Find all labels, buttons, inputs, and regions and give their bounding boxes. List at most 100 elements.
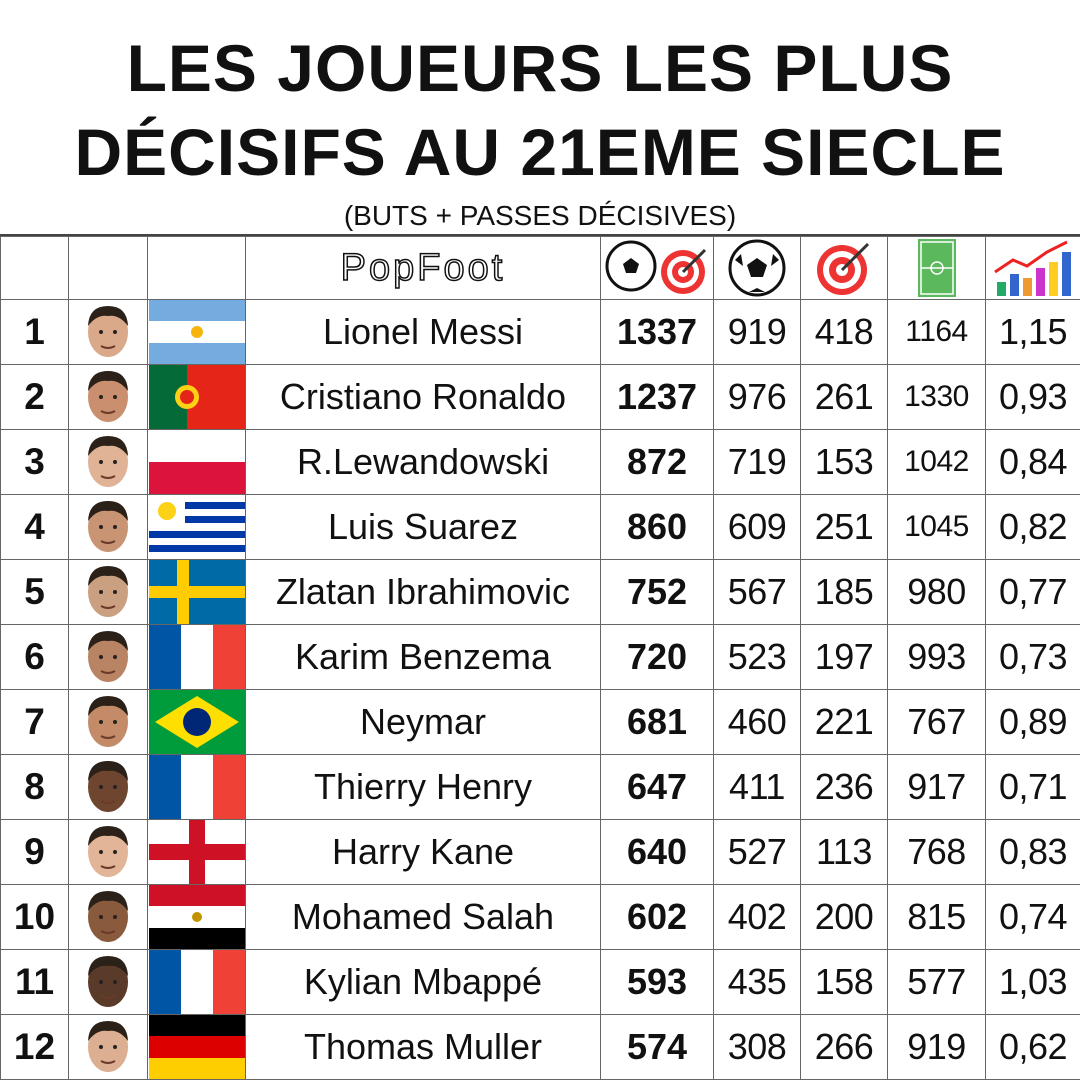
assists: 261 [800, 364, 888, 430]
chart-icon [994, 240, 1071, 296]
player-photo [88, 696, 128, 747]
player-photo [88, 371, 128, 422]
goals: 609 [713, 494, 801, 560]
target-icon [817, 242, 870, 295]
flag-image [148, 430, 245, 494]
ratio: 0,82 [985, 494, 1080, 560]
player-name: Kylian Mbappé [245, 949, 601, 1015]
player-name: Neymar [245, 689, 601, 755]
player-name: Cristiano Ronaldo [245, 364, 601, 430]
player-row: 1 Lionel Messi 1337 919 418 1164 1,15 [0, 299, 1080, 365]
player-name: Lionel Messi [245, 299, 601, 365]
flag-image [148, 885, 245, 949]
flag [147, 299, 246, 365]
flag [147, 884, 246, 950]
player-photo [88, 631, 128, 682]
cell [0, 236, 69, 300]
ball-target-icon [605, 240, 707, 294]
flag-image [148, 365, 245, 429]
flag-image [148, 820, 245, 884]
player-name: Mohamed Salah [245, 884, 601, 950]
player-row: 12 Thomas Muller 574 308 266 919 0,62 [0, 1014, 1080, 1080]
goals: 435 [713, 949, 801, 1015]
ranking-table: PopFoot 1 Lionel Messi 1337 919 418 1164 1,15 2… [0, 236, 1080, 1080]
total: 602 [600, 884, 714, 950]
player-photo [88, 826, 128, 877]
photo [68, 949, 148, 1015]
assists: 251 [800, 494, 888, 560]
flag [147, 364, 246, 430]
total: 720 [600, 624, 714, 690]
photo [68, 1014, 148, 1080]
matches: 993 [887, 624, 986, 690]
matches: 980 [887, 559, 986, 625]
photo [68, 689, 148, 755]
title-line: DÉCISIFS AU 21EME SIECLE [74, 115, 1006, 189]
goals: 976 [713, 364, 801, 430]
ball-icon [728, 239, 786, 297]
goals: 567 [713, 559, 801, 625]
assists: 153 [800, 429, 888, 495]
matches: 1042 [887, 429, 986, 495]
player-row: 5 Zlatan Ibrahimovic 752 567 185 980 0,77 [0, 559, 1080, 625]
total: 1337 [600, 299, 714, 365]
player-row: 9 Harry Kane 640 527 113 768 0,83 [0, 819, 1080, 885]
player-row: 8 Thierry Henry 647 411 236 917 0,71 [0, 754, 1080, 820]
ratio: 0,77 [985, 559, 1080, 625]
photo [68, 299, 148, 365]
rank: 7 [0, 689, 69, 755]
photo [68, 559, 148, 625]
assists: 158 [800, 949, 888, 1015]
player-photo [88, 306, 128, 357]
rank: 2 [0, 364, 69, 430]
icon-total [600, 236, 714, 300]
flag-image [148, 625, 245, 689]
total: 860 [600, 494, 714, 560]
ratio: 0,89 [985, 689, 1080, 755]
rank: 3 [0, 429, 69, 495]
matches: 1330 [887, 364, 986, 430]
rank: 11 [0, 949, 69, 1015]
goals: 919 [713, 299, 801, 365]
player-row: 2 Cristiano Ronaldo 1237 976 261 1330 0,93 [0, 364, 1080, 430]
assists: 221 [800, 689, 888, 755]
player-name: Luis Suarez [245, 494, 601, 560]
assists: 236 [800, 754, 888, 820]
header: LES JOUEURS LES PLUS DÉCISIFS AU 21EME S… [0, 0, 1080, 236]
photo [68, 429, 148, 495]
icon-goals [713, 236, 801, 300]
rank: 1 [0, 299, 69, 365]
flag [147, 559, 246, 625]
rank: 12 [0, 1014, 69, 1080]
matches: 917 [887, 754, 986, 820]
pitch-icon [917, 239, 956, 297]
matches: 768 [887, 819, 986, 885]
goals: 719 [713, 429, 801, 495]
player-row: 6 Karim Benzema 720 523 197 993 0,73 [0, 624, 1080, 690]
total: 681 [600, 689, 714, 755]
flag-image [148, 755, 245, 819]
flag-image [148, 1015, 245, 1079]
flag-image [148, 690, 245, 754]
ratio: 0,74 [985, 884, 1080, 950]
matches: 815 [887, 884, 986, 950]
player-row: 4 Luis Suarez 860 609 251 1045 0,82 [0, 494, 1080, 560]
flag [147, 819, 246, 885]
player-name: Thomas Muller [245, 1014, 601, 1080]
matches: 767 [887, 689, 986, 755]
flag-image [148, 495, 245, 559]
cell [68, 236, 148, 300]
player-photo [88, 1021, 128, 1072]
photo [68, 494, 148, 560]
rank: 6 [0, 624, 69, 690]
goals: 523 [713, 624, 801, 690]
icon-matches [887, 236, 986, 300]
ratio: 0,73 [985, 624, 1080, 690]
flag-image [148, 560, 245, 624]
player-row: 11 Kylian Mbappé 593 435 158 577 1,03 [0, 949, 1080, 1015]
ratio: 0,84 [985, 429, 1080, 495]
matches: 919 [887, 1014, 986, 1080]
total: 647 [600, 754, 714, 820]
goals: 308 [713, 1014, 801, 1080]
